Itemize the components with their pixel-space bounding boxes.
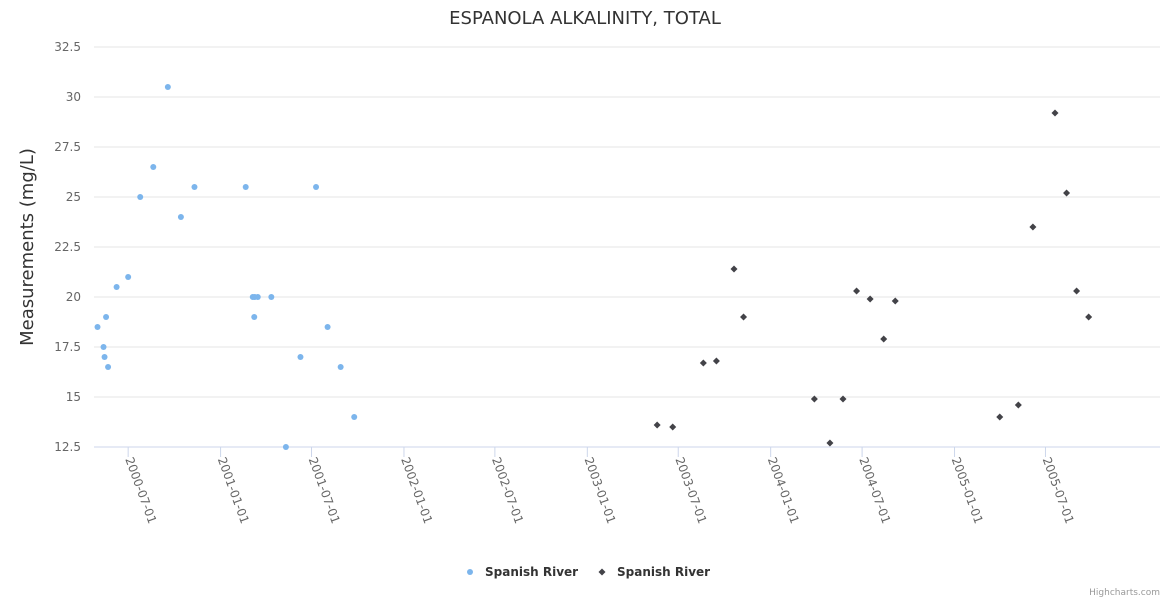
data-point[interactable] bbox=[1063, 189, 1071, 197]
data-point[interactable] bbox=[191, 184, 198, 190]
series-2 bbox=[653, 109, 1093, 447]
data-point[interactable] bbox=[996, 413, 1004, 421]
data-point[interactable] bbox=[891, 297, 899, 305]
data-point[interactable] bbox=[810, 395, 818, 403]
y-tick-label: 15 bbox=[66, 390, 81, 404]
data-point[interactable] bbox=[712, 357, 720, 365]
data-point[interactable] bbox=[282, 444, 289, 450]
y-tick-label: 30 bbox=[66, 90, 81, 104]
data-point[interactable] bbox=[699, 359, 707, 367]
data-point[interactable] bbox=[351, 414, 358, 420]
y-tick-label: 20 bbox=[66, 290, 81, 304]
data-point[interactable] bbox=[251, 314, 258, 320]
y-axis-label: Measurements (mg/L) bbox=[17, 148, 38, 346]
data-point[interactable] bbox=[268, 294, 275, 300]
data-point[interactable] bbox=[94, 324, 101, 330]
data-point[interactable] bbox=[826, 439, 834, 447]
data-point[interactable] bbox=[653, 421, 661, 429]
data-point[interactable] bbox=[103, 314, 110, 320]
data-point[interactable] bbox=[740, 313, 748, 321]
data-point[interactable] bbox=[853, 287, 861, 295]
data-point[interactable] bbox=[137, 194, 144, 200]
data-point[interactable] bbox=[100, 344, 107, 350]
data-point[interactable] bbox=[1029, 223, 1037, 231]
data-point[interactable] bbox=[1014, 401, 1022, 409]
y-tick-label: 27.5 bbox=[54, 140, 81, 154]
legend: Spanish River Spanish River bbox=[467, 565, 710, 579]
data-point[interactable] bbox=[113, 284, 120, 290]
legend-item[interactable]: Spanish River bbox=[598, 565, 711, 579]
legend-item[interactable]: Spanish River bbox=[467, 565, 578, 579]
data-point[interactable] bbox=[866, 295, 874, 303]
y-tick-label: 17.5 bbox=[54, 340, 81, 354]
y-axis-ticks: 12.5 15 17.5 20 22.5 25 27.5 30 32.5 bbox=[54, 40, 81, 454]
y-tick-label: 25 bbox=[66, 190, 81, 204]
y-tick-label: 12.5 bbox=[54, 440, 81, 454]
series-1 bbox=[94, 84, 358, 450]
credits-link[interactable]: Highcharts.com bbox=[1089, 588, 1160, 598]
data-point[interactable] bbox=[164, 84, 171, 90]
data-point[interactable] bbox=[254, 294, 261, 300]
data-point[interactable] bbox=[150, 164, 157, 170]
data-point[interactable] bbox=[1073, 287, 1081, 295]
y-tick-label: 32.5 bbox=[54, 40, 81, 54]
data-point[interactable] bbox=[242, 184, 249, 190]
y-tick-label: 22.5 bbox=[54, 240, 81, 254]
data-point[interactable] bbox=[177, 214, 184, 220]
data-point[interactable] bbox=[313, 184, 320, 190]
data-point[interactable] bbox=[839, 395, 847, 403]
data-point[interactable] bbox=[880, 335, 888, 343]
legend-marker-diamond bbox=[598, 568, 606, 576]
data-point[interactable] bbox=[730, 265, 738, 273]
data-point[interactable] bbox=[1085, 313, 1093, 321]
legend-label: Spanish River bbox=[617, 565, 710, 579]
data-point[interactable] bbox=[105, 364, 112, 370]
data-point[interactable] bbox=[324, 324, 331, 330]
plot-area bbox=[94, 84, 1093, 450]
data-point[interactable] bbox=[1051, 109, 1059, 117]
data-point[interactable] bbox=[297, 354, 304, 360]
legend-label: Spanish River bbox=[485, 565, 578, 579]
data-point[interactable] bbox=[669, 423, 677, 431]
data-point[interactable] bbox=[101, 354, 108, 360]
data-point[interactable] bbox=[125, 274, 132, 280]
data-point[interactable] bbox=[337, 364, 344, 370]
chart-title: ESPANOLA ALKALINITY, TOTAL bbox=[449, 8, 721, 29]
legend-marker-circle bbox=[467, 569, 473, 575]
